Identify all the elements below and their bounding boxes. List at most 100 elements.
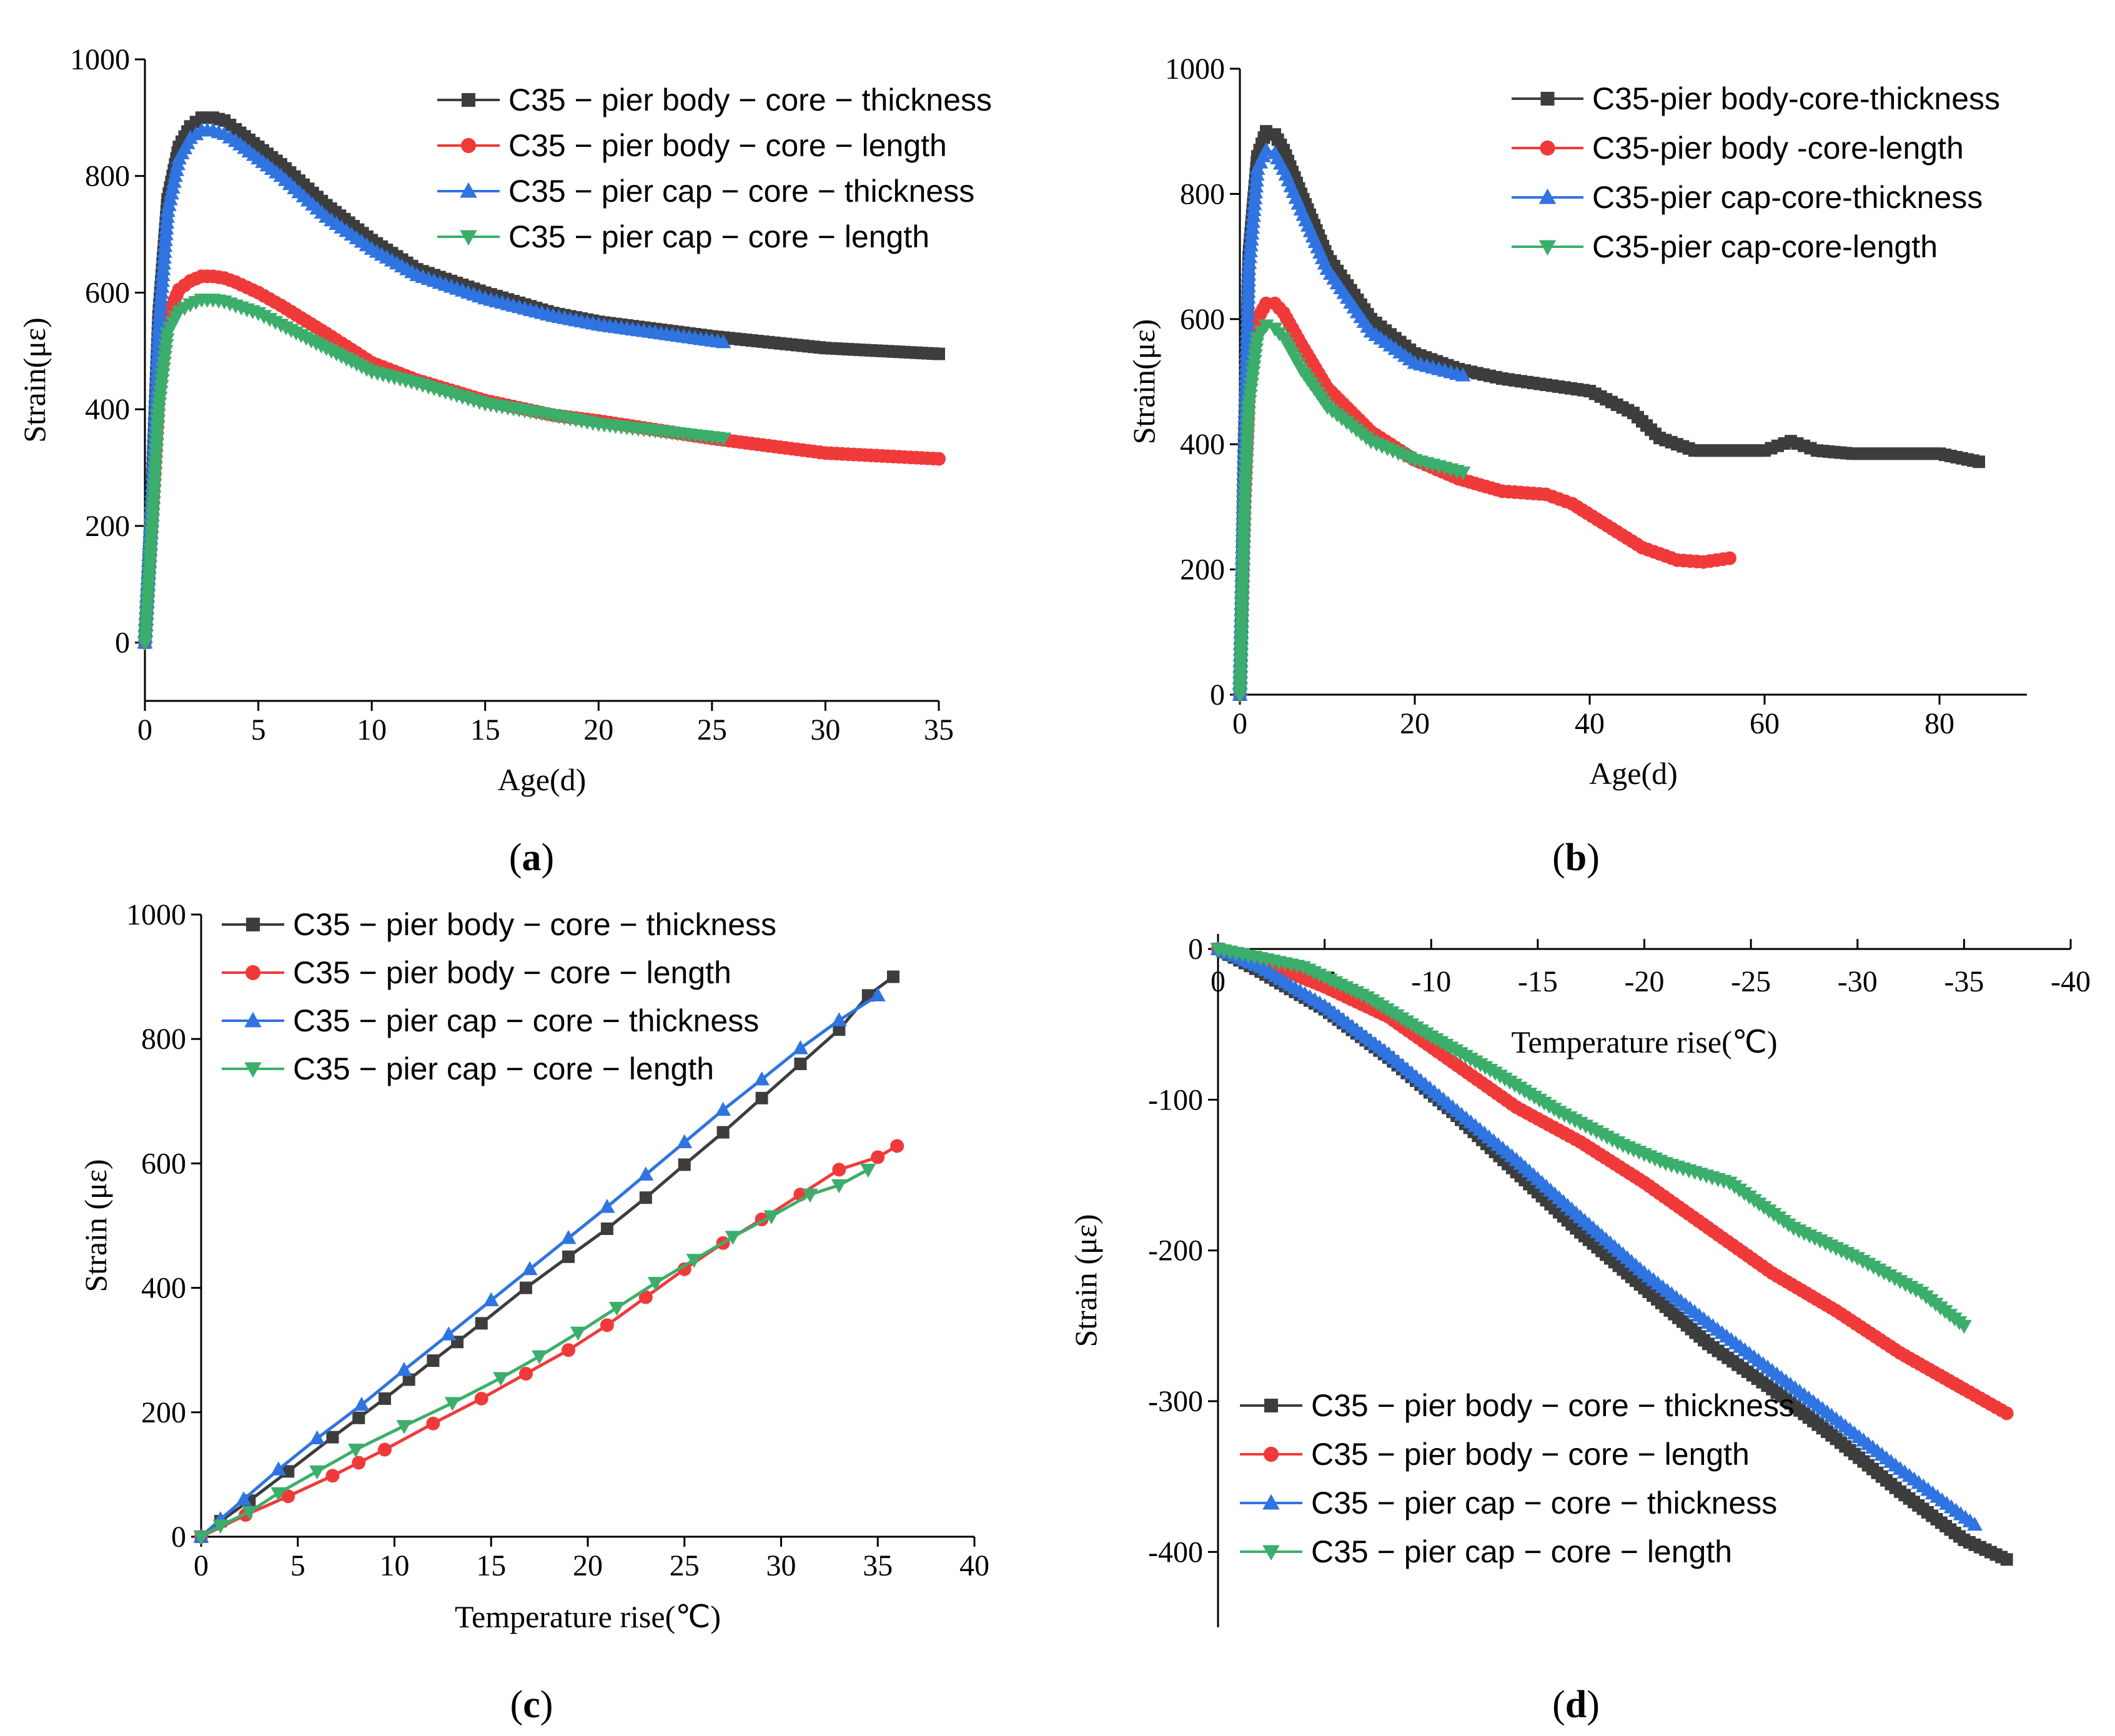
y-tick-label: 1000 xyxy=(126,898,186,931)
y-tick-label: 200 xyxy=(1180,553,1225,587)
x-tick-label: -30 xyxy=(1838,965,1878,998)
data-point xyxy=(715,334,731,349)
x-tick-label: -10 xyxy=(1411,965,1451,998)
data-point xyxy=(725,1231,741,1245)
data-point xyxy=(2000,1553,2013,1566)
chart-panel-a: 0 200 400 600 800 1000 0 5 10 15 20 25 30 35 Age(d) Str… xyxy=(17,43,992,797)
data-point xyxy=(638,1290,653,1304)
data-point xyxy=(890,1139,904,1153)
series-red: C35 − pier body − core − length xyxy=(194,955,904,1544)
data-point xyxy=(638,1166,654,1181)
data-point xyxy=(426,1416,440,1431)
chart-panel-b: 0 200 400 600 800 1000 0 20 40 60 80 Age(d) Strain(μ… xyxy=(1126,52,2027,791)
data-point xyxy=(647,1277,663,1291)
data-point xyxy=(1455,367,1471,382)
data-point xyxy=(157,350,173,365)
data-point xyxy=(1241,400,1257,415)
data-point xyxy=(427,1354,440,1367)
legend-label: C35 − pier body − core − thickness xyxy=(1311,1388,1795,1423)
data-point xyxy=(715,432,731,447)
chart-panel-d: 0-100-200-300-4000-5-10-15-20-25-30-35-4… xyxy=(1068,933,2091,1627)
y-tick-label: 600 xyxy=(141,1147,186,1180)
data-point xyxy=(1245,366,1261,380)
data-point xyxy=(154,368,171,383)
y-tick-label: -300 xyxy=(1148,1385,1203,1418)
series-line xyxy=(143,298,724,643)
data-point xyxy=(833,1023,846,1036)
y-axis-label: Strain(με) xyxy=(1126,319,1161,445)
legend-label: C35 − pier body − core − thickness xyxy=(293,907,776,942)
data-point xyxy=(281,1489,295,1504)
data-point xyxy=(444,1397,460,1411)
data-point xyxy=(352,1456,366,1470)
data-point xyxy=(153,380,169,394)
x-tick-label: 40 xyxy=(959,1549,989,1582)
data-point xyxy=(560,1229,577,1244)
legend-label: C35-pier cap-core-thickness xyxy=(1592,180,1983,215)
x-axis-label: Age(d) xyxy=(1589,756,1678,791)
data-point xyxy=(1999,1406,2014,1421)
y-tick-label: 800 xyxy=(85,160,130,193)
y-tick-label: 400 xyxy=(141,1272,186,1305)
y-tick-label: 0 xyxy=(171,1520,186,1554)
y-tick-label: 1000 xyxy=(70,43,130,76)
data-point xyxy=(475,1317,488,1330)
x-tick-label: -35 xyxy=(1944,965,1984,998)
y-tick-label: 600 xyxy=(85,276,130,309)
data-point xyxy=(193,1530,209,1545)
y-tick-label: 200 xyxy=(85,510,130,543)
legend-label: C35 − pier cap − core − thickness xyxy=(508,174,974,209)
data-point xyxy=(154,374,170,389)
data-point xyxy=(522,1261,538,1276)
legend-marker xyxy=(244,1062,262,1078)
legend-marker xyxy=(245,965,261,981)
legend-label: C35 − pier body − core − thickness xyxy=(508,82,992,117)
data-point xyxy=(754,1071,770,1086)
data-point xyxy=(600,1222,613,1235)
data-point xyxy=(763,1210,780,1225)
data-point xyxy=(352,1411,365,1424)
panel-label-c: (c) xyxy=(510,1684,553,1726)
x-tick-label: 20 xyxy=(1400,707,1430,740)
legend-marker xyxy=(1263,1446,1279,1462)
x-tick-label: 35 xyxy=(924,713,954,746)
legend-label: C35 − pier body − core − length xyxy=(293,955,731,990)
legend-label: C35-pier body-core-thickness xyxy=(1592,81,2000,116)
y-tick-label: -200 xyxy=(1148,1234,1203,1267)
y-axis-label: Strain (με) xyxy=(78,1159,113,1292)
data-point xyxy=(715,1101,731,1116)
data-point xyxy=(474,1391,488,1406)
data-point xyxy=(1249,337,1265,352)
legend-label: C35 − pier cap − core − length xyxy=(508,219,929,254)
x-tick-label: 60 xyxy=(1750,707,1780,740)
x-tick-label: 25 xyxy=(697,713,727,746)
data-point xyxy=(1246,360,1262,375)
data-point xyxy=(887,970,900,983)
data-point xyxy=(1243,384,1259,398)
legend-label: C35 − pier cap − core − thickness xyxy=(1311,1486,1777,1520)
x-tick-label: -15 xyxy=(1518,965,1558,998)
data-point xyxy=(599,1199,615,1213)
data-point xyxy=(860,1163,876,1178)
y-axis-label: Strain (με) xyxy=(1068,1214,1103,1347)
y-tick-label: 1000 xyxy=(1165,52,1225,86)
data-point xyxy=(402,1373,415,1386)
legend-marker xyxy=(460,137,477,154)
data-point xyxy=(396,1420,412,1434)
x-tick-label: 10 xyxy=(380,1549,410,1582)
data-point xyxy=(309,1430,325,1445)
x-tick-label: 80 xyxy=(1924,707,1954,740)
data-point xyxy=(608,1301,625,1316)
series-red: C35 − pier body − core − length xyxy=(1211,942,2014,1472)
data-point xyxy=(869,987,886,1001)
x-tick-label: 0 xyxy=(1211,965,1226,998)
data-point xyxy=(639,1191,652,1204)
data-point xyxy=(378,1442,392,1457)
y-tick-label: -100 xyxy=(1148,1083,1203,1116)
data-point xyxy=(1246,355,1262,369)
series-line xyxy=(143,274,939,643)
data-point xyxy=(309,1465,325,1480)
y-tick-label: 0 xyxy=(115,627,130,660)
data-point xyxy=(678,1158,691,1171)
y-tick-label: 800 xyxy=(141,1023,186,1056)
